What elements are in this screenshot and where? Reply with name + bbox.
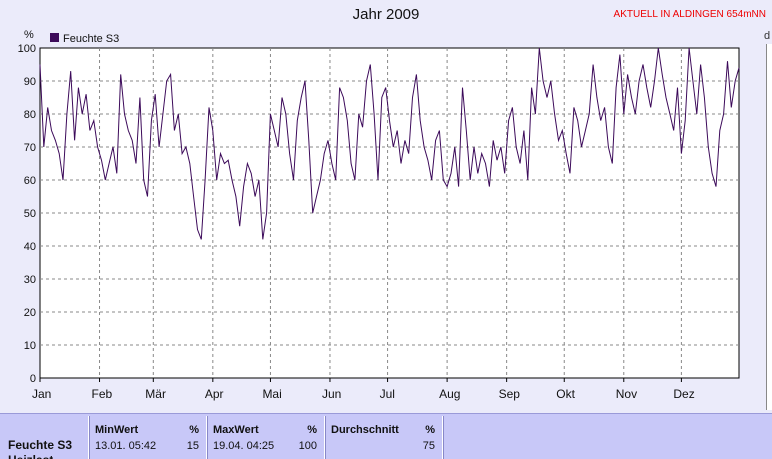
max-value: 100 xyxy=(298,440,317,452)
x-tick-label: Nov xyxy=(616,387,637,401)
min-time: 13.01. 05:42 xyxy=(95,440,157,452)
humidity-chart: 0 10 20 30 40 50 60 70 80 90 100 Jan Feb Mär Apr Mai Ju… xyxy=(18,29,740,401)
y-tick-label: 70 xyxy=(24,142,36,154)
average-value: 75 xyxy=(422,440,435,452)
series-line-feuchte-s3 xyxy=(39,47,740,240)
y-tick-label: 60 xyxy=(24,175,36,187)
x-tick-label: Jun xyxy=(322,387,341,401)
y-axis-unit: % xyxy=(24,29,34,41)
x-axis: Jan Feb Mär Apr Mai Jun Jul Aug Sep Okt Nov Dez xyxy=(32,378,695,401)
right-edge-label: d xyxy=(764,30,771,42)
station-label: AKTUELL IN ALDINGEN 654mNN xyxy=(613,9,766,20)
max-header: MaxWert xyxy=(213,424,259,436)
x-tick-label: Feb xyxy=(92,387,113,401)
x-tick-label: Dez xyxy=(673,387,694,401)
y-tick-label: 50 xyxy=(24,208,36,220)
empty-stats-cell xyxy=(442,416,763,459)
x-tick-label: Jan xyxy=(32,387,51,401)
legend-swatch-feuchte-s3 xyxy=(50,33,59,42)
y-axis: 0 10 20 30 40 50 60 70 80 90 100 xyxy=(18,43,36,385)
y-tick-label: 80 xyxy=(24,109,36,121)
y-tick-label: 10 xyxy=(24,340,36,352)
min-value-cell: MinWert % 13.01. 05:42 15 xyxy=(88,416,205,459)
min-unit: % xyxy=(189,424,199,436)
stats-panel: Feuchte S3 Heizlast MinWert % 13.01. 05:… xyxy=(0,413,772,459)
max-time: 19.04. 04:25 xyxy=(213,440,275,452)
x-tick-label: Sep xyxy=(499,387,521,401)
stats-row-label: Feuchte S3 xyxy=(8,438,73,452)
y-tick-label: 20 xyxy=(24,307,36,319)
min-value: 15 xyxy=(186,440,199,452)
average-cell: Durchschnitt % 75 xyxy=(324,416,441,459)
stats-row-sublabel: Heizlast xyxy=(8,453,53,459)
average-header: Durchschnitt xyxy=(331,424,399,436)
right-panel-edge xyxy=(766,44,772,410)
y-tick-label: 90 xyxy=(24,76,36,88)
chart-title: Jahr 2009 xyxy=(352,6,420,23)
y-tick-label: 30 xyxy=(24,274,36,286)
legend: Feuchte S3 xyxy=(50,33,119,45)
average-unit: % xyxy=(425,424,435,436)
x-tick-label: Apr xyxy=(205,387,224,401)
y-tick-label: 100 xyxy=(18,43,36,55)
x-tick-label: Mai xyxy=(262,387,281,401)
min-header: MinWert xyxy=(95,424,139,436)
x-tick-label: Mär xyxy=(145,387,166,401)
x-tick-label: Jul xyxy=(380,387,395,401)
y-tick-label: 0 xyxy=(30,373,36,385)
max-unit: % xyxy=(307,424,317,436)
x-tick-label: Okt xyxy=(556,387,575,401)
legend-label-feuchte-s3: Feuchte S3 xyxy=(63,33,119,45)
max-value-cell: MaxWert % 19.04. 04:25 100 xyxy=(206,416,323,459)
y-tick-label: 40 xyxy=(24,241,36,253)
x-tick-label: Aug xyxy=(439,387,460,401)
